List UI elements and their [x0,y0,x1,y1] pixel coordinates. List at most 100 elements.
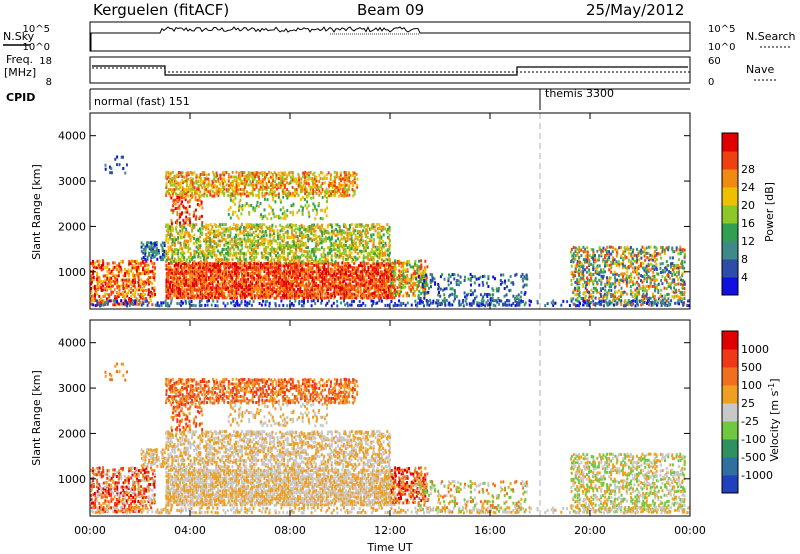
power-cell [351,274,353,278]
power-cell [146,257,149,261]
power-cell [335,274,338,278]
power-cell [384,243,387,247]
power-cell [169,188,172,192]
power-cell [253,225,256,229]
power-cell [223,193,226,197]
power-cell [287,286,290,290]
power-cell [313,289,315,293]
power-cell [318,173,321,177]
power-cell [249,296,252,300]
power-cell [165,254,168,258]
power-cell [221,271,224,275]
power-cell [424,271,427,275]
power-cell [392,279,395,283]
power-cell [259,268,262,271]
power-cell [109,299,112,303]
power-cell [572,260,575,264]
power-cell [251,278,253,281]
power-cell [239,296,242,300]
power-cell [248,173,251,177]
power-cell [147,263,150,267]
power-cell [307,279,310,283]
power-cell [608,276,611,280]
power-cell [187,283,190,287]
power-cell [297,276,300,280]
power-cell [259,290,262,294]
power-cell [177,296,180,300]
power-cell [278,177,280,180]
power-cell [215,259,218,263]
power-cell [263,237,266,241]
power-cell [283,271,286,275]
power-cell [278,258,281,262]
power-cell [307,239,310,243]
power-cell [352,239,355,243]
power-cell [393,284,396,288]
power-cell [339,272,342,276]
power-cell [478,283,481,287]
power-cell [249,287,252,291]
power-cell [327,284,330,287]
power-cell [374,229,377,233]
power-cell [382,251,385,255]
power-cell [576,292,579,296]
power-cell [271,273,274,277]
power-cell [118,293,121,297]
power-cell [293,289,296,293]
power-cell [199,231,202,235]
power-cell [134,286,137,290]
power-cell [239,249,242,253]
power-cell [187,286,190,289]
power-cell [287,274,290,278]
power-cell [273,258,276,262]
power-cell [245,252,247,256]
power-cell [366,235,369,239]
power-cell [304,170,307,174]
power-cell [199,268,202,272]
power-cell [209,291,212,295]
power-cell [195,280,198,284]
power-cell [618,264,621,268]
power-cell [205,286,208,290]
power-cell [175,261,177,265]
power-cell [263,294,266,298]
power-cell [343,287,346,291]
power-cell [616,278,618,282]
power-cell [348,231,351,235]
power-cell [227,235,230,239]
power-cell [291,284,294,288]
power-cell [311,290,314,294]
power-cell [269,192,272,195]
power-cell [275,294,278,298]
power-cell [121,294,124,298]
power-cell [574,264,577,268]
power-cell [338,177,341,181]
power-cell [291,286,294,290]
power-cell [211,245,214,249]
power-cell [239,177,242,181]
power-cell [245,242,248,245]
power-cell [325,296,328,300]
power-cell [144,257,147,261]
power-cell [251,274,254,277]
power-cell [195,215,198,219]
power-cell [457,273,460,277]
power-cell [311,284,314,288]
power-cell [355,267,358,271]
power-cell [303,249,306,253]
power-cell [173,174,176,178]
power-cell [450,281,452,285]
power-cell [571,258,573,262]
power-cell [171,240,174,243]
power-cell [263,282,266,286]
power-cell [151,275,154,279]
power-cell [288,173,291,177]
power-cell [255,291,258,295]
power-cell [347,292,350,296]
power-cell [291,292,293,295]
power-cell [286,296,288,300]
power-cell [384,251,387,255]
power-cell [250,254,253,258]
power-cell [347,289,350,293]
power-cell [379,289,382,293]
